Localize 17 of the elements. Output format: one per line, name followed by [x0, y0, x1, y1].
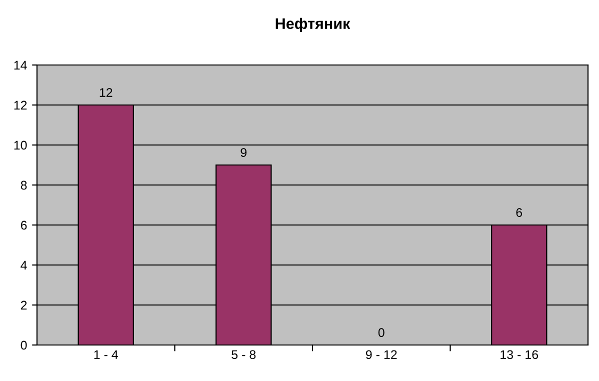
- x-tick-label: 5 - 8: [232, 350, 256, 360]
- x-tick-label: 13 - 16: [500, 350, 538, 360]
- chart-title: Нефтяник: [276, 18, 350, 32]
- y-tick-label: 2: [20, 300, 27, 310]
- y-tick-label: 8: [20, 180, 27, 190]
- y-tick-label: 4: [20, 260, 27, 270]
- x-tick-label: 1 - 4: [94, 350, 118, 359]
- y-tick-label: 6: [20, 220, 27, 230]
- y-tick-label: 14: [14, 60, 27, 70]
- data-label: 6: [516, 208, 522, 217]
- x-tick-label: 9 - 12: [366, 350, 397, 360]
- y-tick-label: 12: [14, 100, 27, 110]
- data-label: 12: [100, 88, 112, 97]
- data-label: 9: [240, 148, 247, 157]
- y-tick-label: 0: [20, 340, 27, 350]
- data-label: 0: [378, 328, 384, 337]
- y-tick-label: 10: [14, 140, 27, 150]
